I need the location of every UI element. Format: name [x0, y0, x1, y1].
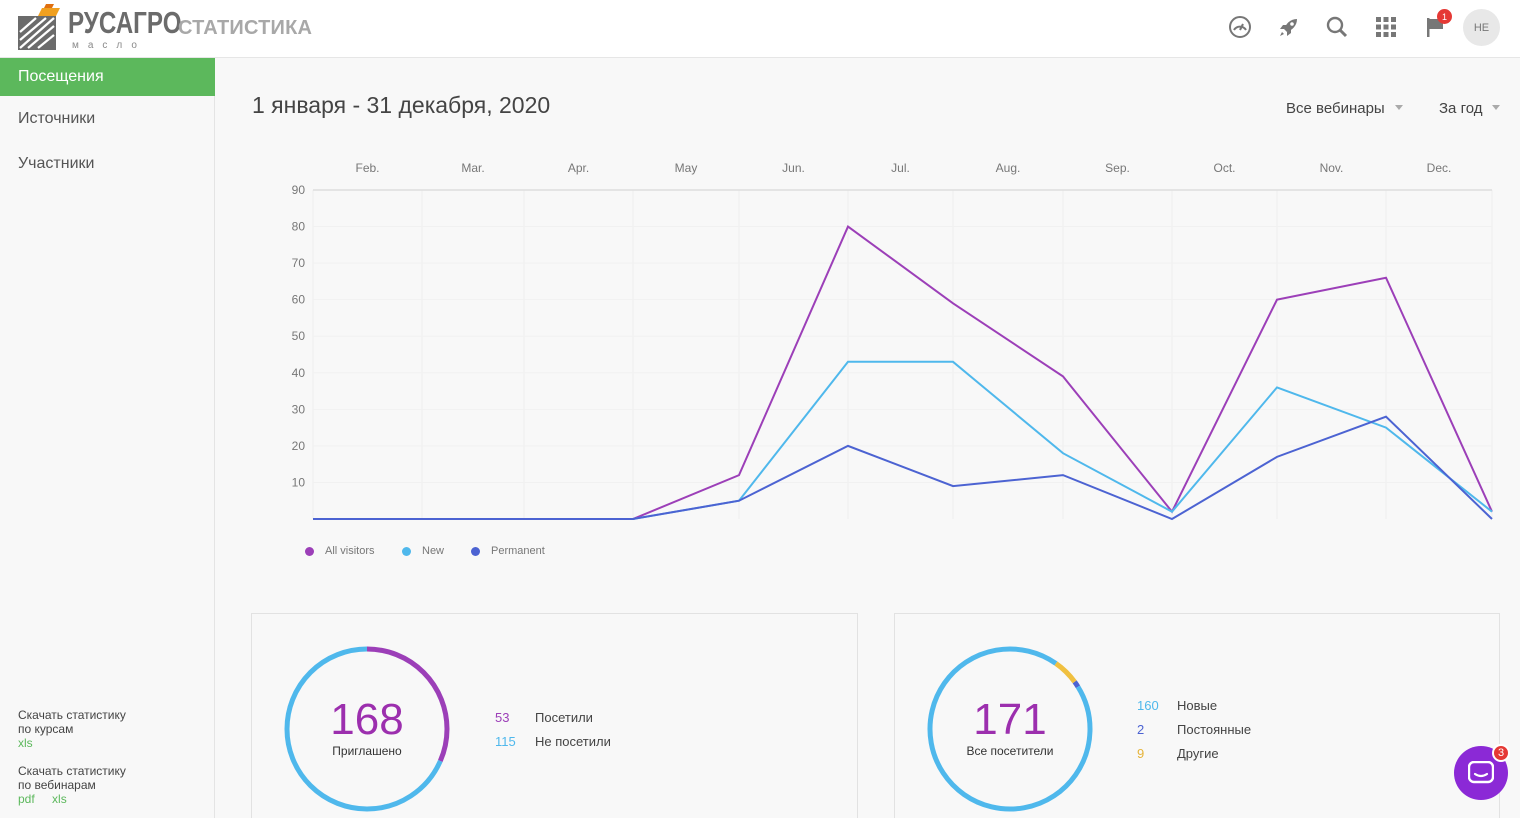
stat-value: 53	[495, 710, 510, 725]
x-tick-label: Mar.	[461, 161, 484, 175]
rocket-icon[interactable]	[1275, 13, 1303, 41]
dashboard-icon[interactable]	[1226, 13, 1254, 41]
donut-segment	[284, 646, 450, 812]
invited-summary-card: 168 Приглашено 53 Посетили 115 Не посети…	[251, 613, 858, 818]
legend-item-new[interactable]: New	[402, 545, 444, 557]
stat-value: 160	[1137, 698, 1159, 713]
stat-not-attended: 115 Не посетили	[495, 734, 611, 749]
x-tick-label: Sep.	[1105, 161, 1130, 175]
stat-label: Постоянные	[1177, 722, 1252, 737]
sidebar-item-participants[interactable]: Участники	[18, 155, 95, 172]
webinar-filter-value: Все вебинары	[1286, 100, 1385, 117]
download-webinars-text-1: Скачать статистику	[18, 764, 126, 778]
legend-dot	[471, 546, 480, 556]
y-tick-label: 30	[292, 402, 306, 416]
stat-label: Новые	[1177, 698, 1218, 713]
series-line-permanent	[313, 415, 1493, 521]
donut-segment	[927, 646, 1093, 812]
x-tick-label: Nov.	[1320, 161, 1344, 175]
y-tick-label: 60	[292, 293, 306, 307]
x-tick-label: Aug.	[996, 161, 1021, 175]
series-line-new	[313, 360, 1493, 520]
stat-other: 9 Другие	[1137, 746, 1219, 761]
visits-line-chart: 10 20 30 40 50 60 70 80 90 Feb. Mar. Apr. May Jun. Jul…	[292, 161, 1493, 521]
search-icon[interactable]	[1323, 13, 1351, 41]
stat-label: Посетили	[535, 710, 593, 725]
date-range-title: 1 января - 31 декабря, 2020	[252, 92, 551, 118]
notification-badge: 1	[1437, 9, 1452, 24]
invited-total: 168	[330, 695, 404, 744]
chat-unread-badge: 3	[1492, 744, 1510, 762]
stat-label: Другие	[1177, 746, 1219, 761]
download-courses-text-1: Скачать статистику	[18, 708, 126, 722]
stat-permanent: 2 Постоянные	[1137, 722, 1251, 737]
chat-widget-button[interactable]: 3	[1454, 744, 1510, 800]
download-webinars-text-2: по вебинарам	[18, 778, 96, 792]
legend-item-all-visitors[interactable]: All visitors	[305, 545, 375, 557]
x-tick-label: Jun.	[782, 161, 805, 175]
x-tick-label: Apr.	[568, 161, 589, 175]
chevron-down-icon	[1492, 104, 1501, 110]
invited-label: Приглашено	[332, 744, 402, 758]
legend-label: New	[422, 545, 445, 557]
period-filter-value: За год	[1439, 100, 1483, 117]
sidebar-item-visits[interactable]: Посещения	[0, 58, 215, 96]
visitors-summary-card: 171 Все посетители 160 Новые 2 Постоянны…	[894, 613, 1500, 818]
visitors-donut-chart	[927, 646, 1093, 812]
legend-dot	[402, 546, 411, 556]
x-tick-label: May	[675, 161, 698, 175]
legend-item-permanent[interactable]: Permanent	[471, 545, 545, 557]
download-courses-xls-link[interactable]: xls	[18, 736, 33, 750]
sidebar-item-sources[interactable]: Источники	[18, 110, 96, 127]
x-tick-label: Jul.	[891, 161, 910, 175]
y-tick-label: 20	[292, 439, 306, 453]
y-tick-label: 10	[292, 475, 306, 489]
logo-text: РУСАГРО	[68, 5, 182, 40]
legend-dot	[305, 546, 314, 556]
stat-value: 115	[495, 734, 516, 749]
download-webinars-xls-link[interactable]: xls	[52, 792, 67, 806]
x-tick-label: Oct.	[1213, 161, 1235, 175]
chevron-down-icon	[1394, 104, 1403, 110]
y-tick-label: 40	[292, 366, 306, 380]
page-section-title: СТАТИСТИКА	[178, 17, 313, 39]
legend-label: All visitors	[325, 545, 375, 557]
legend-label: Permanent	[491, 545, 545, 557]
webinar-filter-dropdown[interactable]: Все вебинары	[1286, 100, 1403, 117]
chat-icon	[1468, 761, 1494, 784]
rusagro-logo[interactable]: РУСАГРО масло	[16, 4, 182, 54]
y-tick-label: 90	[292, 183, 306, 197]
user-avatar[interactable]: НЕ	[1463, 9, 1500, 46]
logo-subtext: масло	[72, 40, 146, 51]
y-tick-label: 50	[292, 329, 306, 343]
y-tick-label: 70	[292, 256, 306, 270]
apps-grid-icon[interactable]	[1372, 13, 1400, 41]
period-filter-dropdown[interactable]: За год	[1439, 100, 1501, 117]
download-courses-block: Скачать статистику по курсам xls	[18, 708, 126, 750]
x-tick-label: Feb.	[355, 161, 379, 175]
download-webinars-block: Скачать статистику по вебинарам pdf xls	[18, 764, 126, 806]
stat-attended: 53 Посетили	[495, 710, 593, 725]
stat-label: Не посетили	[535, 734, 611, 749]
download-webinars-pdf-link[interactable]: pdf	[18, 792, 35, 806]
stat-value: 2	[1137, 722, 1145, 737]
visitors-label: Все посетители	[966, 744, 1054, 758]
x-tick-label: Dec.	[1427, 161, 1452, 175]
y-tick-label: 80	[292, 220, 306, 234]
stat-value: 9	[1137, 746, 1145, 761]
invited-donut-chart	[284, 646, 450, 812]
logo-emblem-icon	[18, 4, 60, 50]
stat-new: 160 Новые	[1137, 698, 1217, 713]
visitors-total: 171	[973, 695, 1047, 744]
download-courses-text-2: по курсам	[18, 722, 74, 736]
sidebar: Посещения Источники Участники Скачать ст…	[0, 58, 215, 818]
flag-icon[interactable]: 1	[1421, 9, 1452, 41]
top-header: РУСАГРО масло СТАТИСТИКА 1 НЕ	[0, 0, 1520, 58]
